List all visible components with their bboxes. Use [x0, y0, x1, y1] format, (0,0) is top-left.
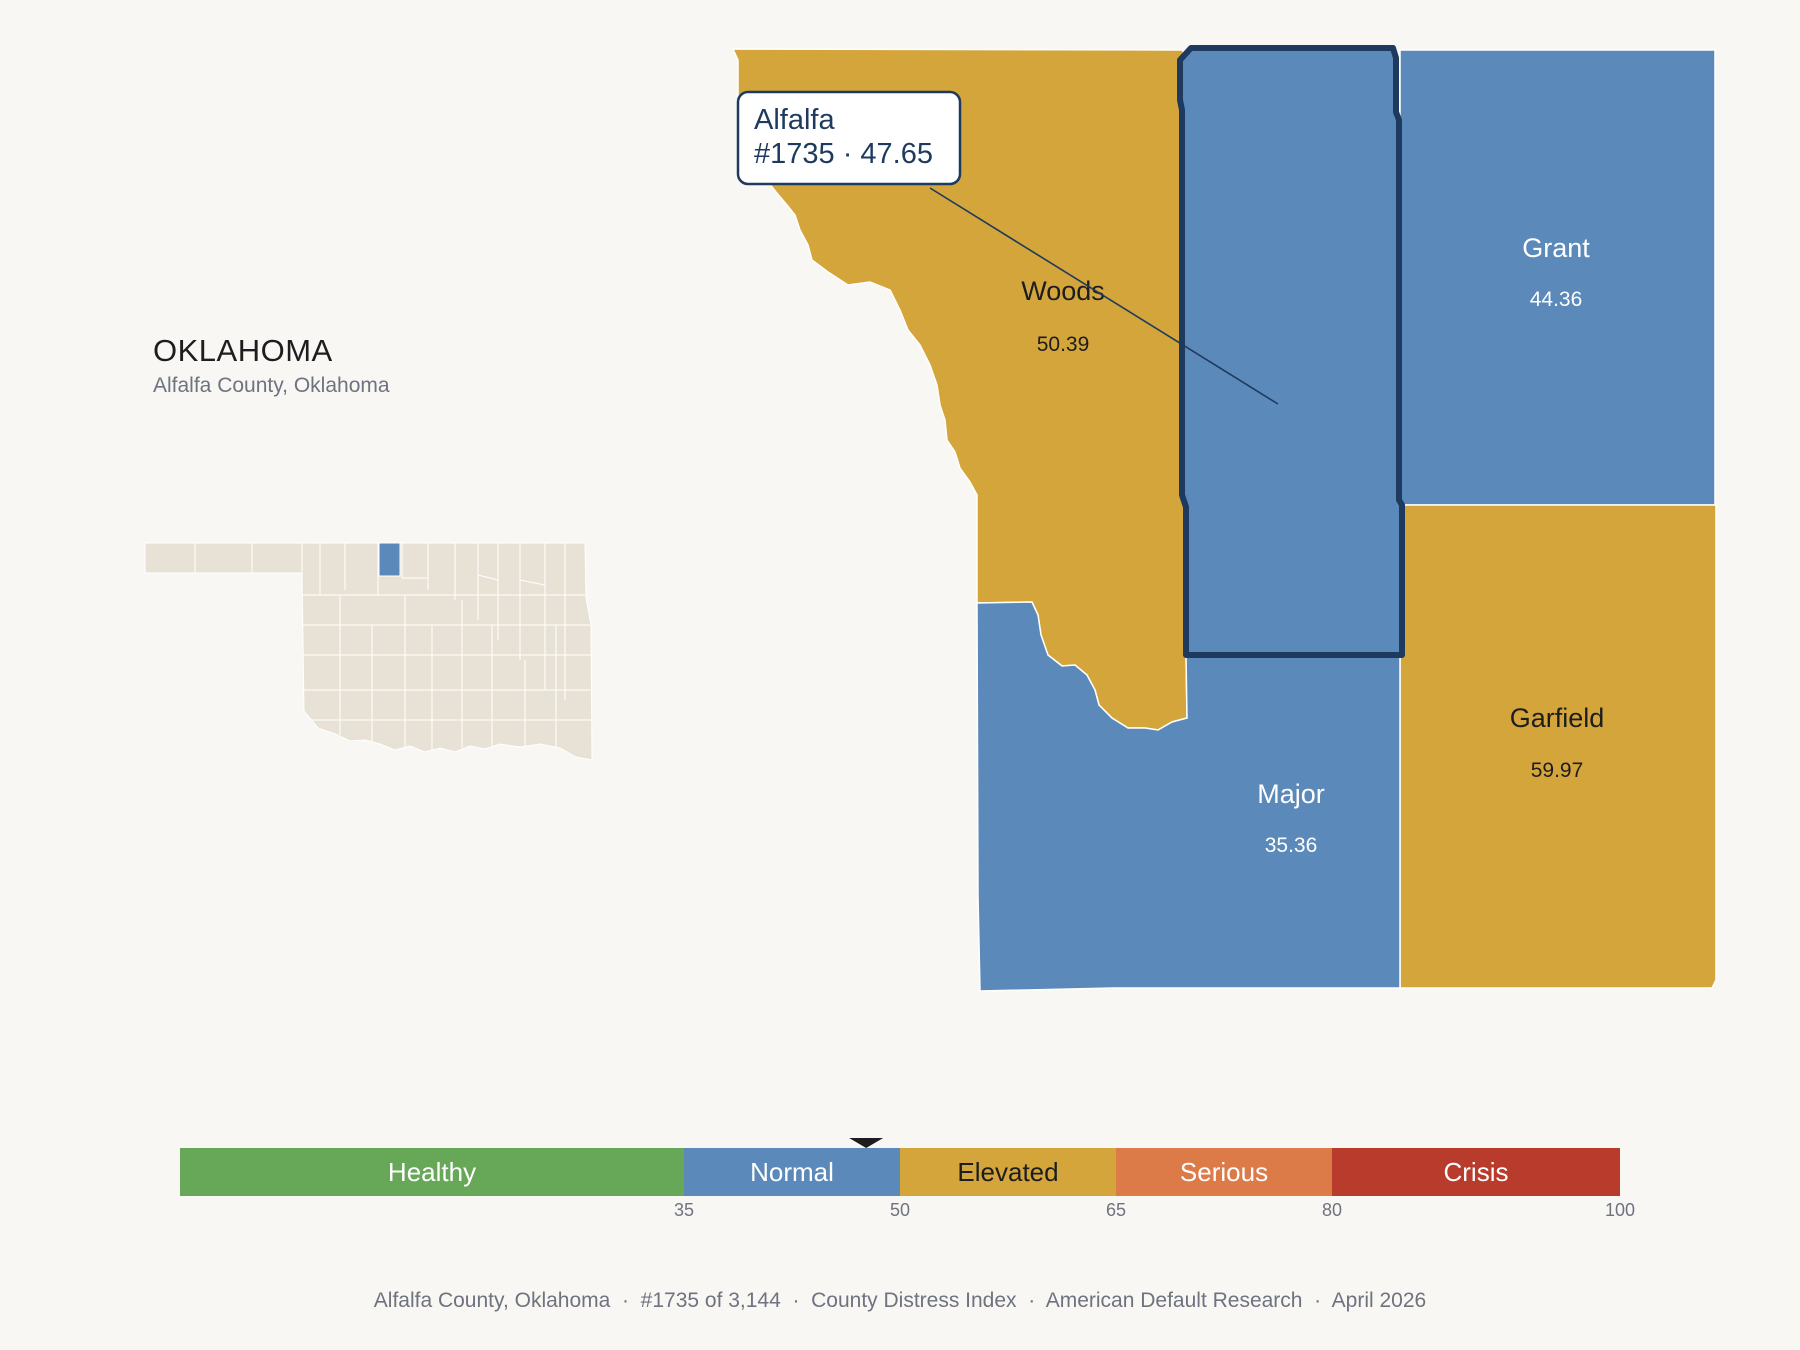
- county-label-garfield: Garfield: [1510, 703, 1605, 733]
- selected-county-callout: Alfalfa #1735 · 47.65: [736, 90, 1279, 405]
- county-alfalfa[interactable]: [1177, 45, 1405, 658]
- oklahoma-outline: [144, 542, 593, 761]
- county-label-grant: Grant: [1522, 233, 1590, 263]
- state-subtitle: Alfalfa County, Oklahoma: [153, 374, 390, 397]
- legend-band-elevated: [900, 1148, 1116, 1196]
- distress-scale-legend: Healthy Normal Elevated Serious Crisis 35 50 65…: [180, 1138, 1635, 1220]
- inset-alfalfa-highlight: [378, 542, 401, 577]
- state-title: OKLAHOMA: [153, 333, 333, 368]
- legend-value-marker: [849, 1138, 884, 1148]
- county-value-garfield: 59.97: [1531, 759, 1584, 782]
- county-grant[interactable]: [1399, 49, 1716, 506]
- legend-band-crisis: [1332, 1148, 1620, 1196]
- legend-tick-50: 50: [890, 1200, 910, 1220]
- footer-caption: Alfalfa County, Oklahoma · #1735 of 3,14…: [374, 1289, 1426, 1312]
- legend-band-label-elevated: Elevated: [957, 1157, 1058, 1187]
- legend-band-label-serious: Serious: [1180, 1157, 1268, 1187]
- legend-tick-65: 65: [1106, 1200, 1126, 1220]
- callout-leader-line: [929, 187, 1279, 405]
- callout-box: [736, 90, 962, 186]
- state-inset-map: [144, 542, 593, 761]
- legend-band-label-crisis: Crisis: [1444, 1157, 1509, 1187]
- county-value-woods: 50.39: [1037, 333, 1090, 356]
- legend-band-label-healthy: Healthy: [388, 1157, 476, 1187]
- legend-band-healthy: [180, 1148, 684, 1196]
- county-garfield[interactable]: [1399, 504, 1717, 989]
- county-value-grant: 44.36: [1530, 288, 1583, 311]
- callout-county-name: Alfalfa: [754, 104, 835, 136]
- legend-tick-100: 100: [1605, 1200, 1635, 1220]
- legend-tick-35: 35: [674, 1200, 694, 1220]
- county-label-major: Major: [1257, 779, 1325, 809]
- callout-rank-value: #1735 · 47.65: [754, 138, 933, 170]
- inset-county-lines: [194, 543, 592, 750]
- legend-tick-80: 80: [1322, 1200, 1342, 1220]
- legend-band-normal: [684, 1148, 900, 1196]
- county-label-woods: Woods: [1021, 276, 1105, 306]
- legend-band-serious: [1116, 1148, 1332, 1196]
- county-detail-map: Woods 50.39 Grant 44.36 Garfield 59.97 M…: [731, 45, 1717, 992]
- county-major[interactable]: [976, 601, 1401, 992]
- legend-band-label-normal: Normal: [750, 1157, 834, 1187]
- county-value-major: 35.36: [1265, 834, 1318, 857]
